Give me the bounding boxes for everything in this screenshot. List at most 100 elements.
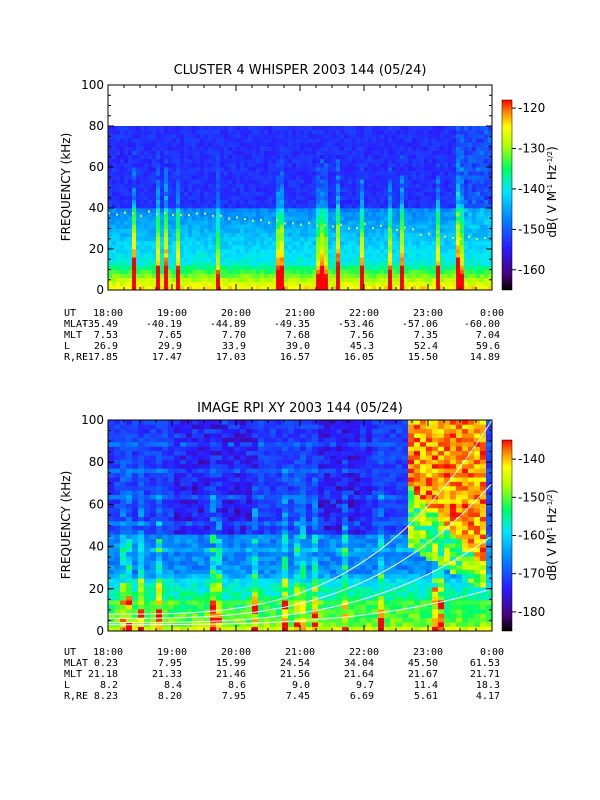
heatmap-cell (276, 232, 281, 237)
heatmap-cell (372, 285, 377, 291)
heatmap-cell (180, 191, 185, 196)
heatmap-cell (236, 240, 241, 246)
heatmap-cell (464, 208, 469, 213)
heatmap-cell (198, 529, 205, 535)
heatmap-cell (336, 171, 341, 176)
heatmap-cell (468, 224, 473, 229)
heatmap-cell (388, 281, 393, 287)
heatmap-cell (160, 183, 165, 188)
heatmap-cell (224, 261, 229, 266)
heatmap-cell (472, 208, 477, 213)
heatmap-cell (124, 228, 129, 233)
heatmap-cell (180, 158, 185, 164)
heatmap-cell (368, 187, 373, 192)
heatmap-cell (114, 420, 121, 425)
heatmap-cell (452, 158, 457, 164)
heatmap-cell (308, 171, 313, 176)
heatmap-cell (364, 269, 369, 274)
heatmap-cell (216, 617, 223, 623)
heatmap-cell (188, 187, 193, 192)
heatmap-cell (472, 191, 477, 196)
heatmap-cell (232, 236, 237, 242)
heatmap-cell (432, 261, 437, 266)
heatmap-cell (476, 208, 481, 213)
heatmap-cell (352, 224, 357, 229)
heatmap-cell (488, 158, 493, 164)
heatmap-cell (264, 179, 269, 184)
heatmap-cell (408, 253, 413, 258)
heatmap-cell (416, 212, 421, 217)
heatmap-cell (156, 257, 161, 262)
heatmap-cell (348, 191, 353, 196)
heatmap-cell (440, 150, 445, 155)
heatmap-cell (162, 485, 169, 491)
heatmap-cell (126, 441, 133, 447)
heatmap-cell (408, 179, 413, 184)
heatmap-cell (164, 208, 169, 213)
heatmap-cell (220, 134, 225, 139)
heatmap-cell (108, 600, 115, 605)
heatmap-cell (456, 212, 461, 217)
heatmap-cell (276, 257, 281, 262)
heatmap-cell (248, 281, 253, 287)
heatmap-cell (176, 167, 181, 172)
heatmap-cell (156, 472, 163, 478)
heatmap-cell (412, 162, 417, 168)
heatmap-cell (112, 244, 117, 250)
heatmap-cell (220, 187, 225, 192)
heatmap-cell (236, 199, 241, 205)
heatmap-cell (216, 281, 221, 287)
heatmap-cell (388, 154, 393, 160)
heatmap-cell (468, 150, 473, 155)
heatmap-cell (412, 199, 417, 205)
heatmap-cell (156, 183, 161, 188)
heatmap-cell (168, 187, 173, 192)
heatmap-cell (114, 503, 121, 509)
heatmap-cell (172, 265, 177, 270)
heatmap-cell (168, 499, 175, 504)
heatmap-cell (476, 220, 481, 225)
heatmap-cell (456, 187, 461, 192)
heatmap-cell (320, 179, 325, 184)
heatmap-cell (180, 578, 187, 583)
heatmap-cell (480, 240, 485, 246)
heatmap-cell (352, 138, 357, 143)
heatmap-cell (396, 212, 401, 217)
ephemeris-value: 17.85 (88, 352, 118, 363)
heatmap-cell (384, 171, 389, 176)
heatmap-cell (304, 261, 309, 266)
heatmap-cell (332, 150, 337, 155)
heatmap-cell (188, 208, 193, 213)
heatmap-cell (372, 171, 377, 176)
heatmap-cell (136, 228, 141, 233)
heatmap-cell (252, 175, 257, 180)
heatmap-cell (162, 573, 169, 579)
heatmap-cell (126, 587, 133, 592)
heatmap-cell (168, 543, 175, 548)
heatmap-cell (216, 472, 223, 478)
heatmap-cell (120, 167, 125, 172)
heatmap-cell (352, 281, 357, 287)
heatmap-cell (424, 269, 429, 274)
heatmap-cell (200, 150, 205, 155)
heatmap-cell (460, 134, 465, 139)
heatmap-cell (124, 154, 129, 160)
heatmap-cell (198, 587, 205, 592)
heatmap-cell (248, 187, 253, 192)
heatmap-cell (172, 216, 177, 221)
heatmap-cell (260, 240, 265, 246)
heatmap-cell (280, 277, 285, 283)
heatmap-cell (172, 257, 177, 262)
heatmap-cell (312, 253, 317, 258)
ephemeris-value: 33.9 (222, 341, 246, 352)
heatmap-cell (224, 257, 229, 262)
heatmap-cell (244, 261, 249, 266)
heatmap-cell (376, 171, 381, 176)
heatmap-cell (120, 212, 125, 217)
heatmap-cell (352, 134, 357, 139)
heatmap-cell (416, 195, 421, 201)
heatmap-cell (460, 203, 465, 209)
heatmap-cell (444, 195, 449, 201)
heatmap-cell (236, 146, 241, 151)
heatmap-cell (448, 269, 453, 274)
